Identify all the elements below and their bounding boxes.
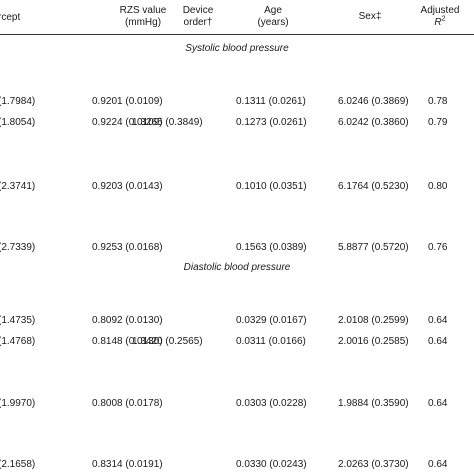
- header-intercept: rcept: [0, 12, 21, 23]
- cell-rzs-value: 0.9253 (0.0168): [92, 242, 163, 253]
- header-sex: Sex‡: [358, 11, 382, 22]
- header-rzs-value: RZS value (mmHg): [88, 5, 198, 29]
- header-r2-superscript: 2: [441, 15, 446, 23]
- header-r2-line2: R2: [412, 15, 468, 29]
- cell-age: 0.1010 (0.0351): [236, 181, 307, 192]
- cell-adjusted-r2: 0.80: [428, 181, 448, 192]
- cell-intercept: (1.9970): [0, 398, 36, 409]
- header-age-line2: (years): [257, 17, 289, 28]
- cell-age: 0.1273 (0.0261): [236, 117, 307, 128]
- cell-rzs-value: 0.9203 (0.0143): [92, 181, 163, 192]
- cell-rzs-value: 0.9224 (0.0109): [92, 117, 163, 128]
- cell-age: 0.0303 (0.0228): [236, 398, 307, 409]
- cell-sex: 5.8877 (0.5720): [338, 242, 409, 253]
- cell-age: 0.0330 (0.0243): [236, 459, 307, 470]
- cell-age: 0.1563 (0.0389): [236, 242, 307, 253]
- cell-age: 0.0329 (0.0167): [236, 315, 307, 326]
- section-title: Diastolic blood pressure: [183, 262, 291, 273]
- header-r2-line1: Adjusted: [420, 5, 460, 16]
- header-device-line2: order†: [183, 17, 213, 28]
- cell-intercept: (1.4735): [0, 315, 36, 326]
- cell-rzs-value: 0.8148 (0.0130): [92, 336, 163, 347]
- cell-adjusted-r2: 0.64: [428, 398, 448, 409]
- cell-sex: 1.9884 (0.3590): [338, 398, 409, 409]
- header-rule: [0, 34, 474, 35]
- cell-adjusted-r2: 0.64: [428, 336, 448, 347]
- section-title: Systolic blood pressure: [185, 43, 289, 54]
- cell-adjusted-r2: 0.76: [428, 242, 448, 253]
- cell-intercept: (2.3741): [0, 181, 36, 192]
- cell-adjusted-r2: 0.79: [428, 117, 448, 128]
- cell-device-order: 1.3420 (0.2565): [132, 336, 203, 347]
- cell-sex: 6.0246 (0.3869): [338, 96, 409, 107]
- header-rzs-line2: (mmHg): [124, 17, 162, 28]
- cell-sex: 2.0108 (0.2599): [338, 315, 409, 326]
- cell-sex: 2.0016 (0.2585): [338, 336, 409, 347]
- cell-intercept: (1.8054): [0, 117, 36, 128]
- header-adjusted-r2: Adjusted R2: [412, 5, 468, 29]
- cell-rzs-value: 0.8008 (0.0178): [92, 398, 163, 409]
- cell-rzs-value: 0.8314 (0.0191): [92, 459, 163, 470]
- cell-intercept: (2.7339): [0, 242, 36, 253]
- header-device-order: Device order†: [123, 5, 273, 29]
- cell-intercept: (1.7984): [0, 96, 36, 107]
- cell-intercept: (2.1658): [0, 459, 36, 470]
- header-age: Age (years): [218, 5, 328, 29]
- cell-intercept: (1.4768): [0, 336, 36, 347]
- header-r2-variable: R: [434, 17, 442, 28]
- cell-sex: 6.1764 (0.5230): [338, 181, 409, 192]
- cell-adjusted-r2: 0.64: [428, 459, 448, 470]
- header-device-line1: Device: [182, 5, 214, 16]
- header-rzs-line1: RZS value: [119, 5, 167, 16]
- cell-sex: 2.0263 (0.3730): [338, 459, 409, 470]
- header-age-line1: Age: [264, 5, 282, 16]
- cell-adjusted-r2: 0.78: [428, 96, 448, 107]
- cell-adjusted-r2: 0.64: [428, 315, 448, 326]
- cell-rzs-value: 0.9201 (0.0109): [92, 96, 163, 107]
- cell-age: 0.1311 (0.0261): [236, 96, 306, 107]
- cell-rzs-value: 0.8092 (0.0130): [92, 315, 163, 326]
- cell-sex: 6.0242 (0.3860): [338, 117, 409, 128]
- cell-device-order: 1.3265 (0.3849): [132, 117, 203, 128]
- cell-age: 0.0311 (0.0166): [236, 336, 306, 347]
